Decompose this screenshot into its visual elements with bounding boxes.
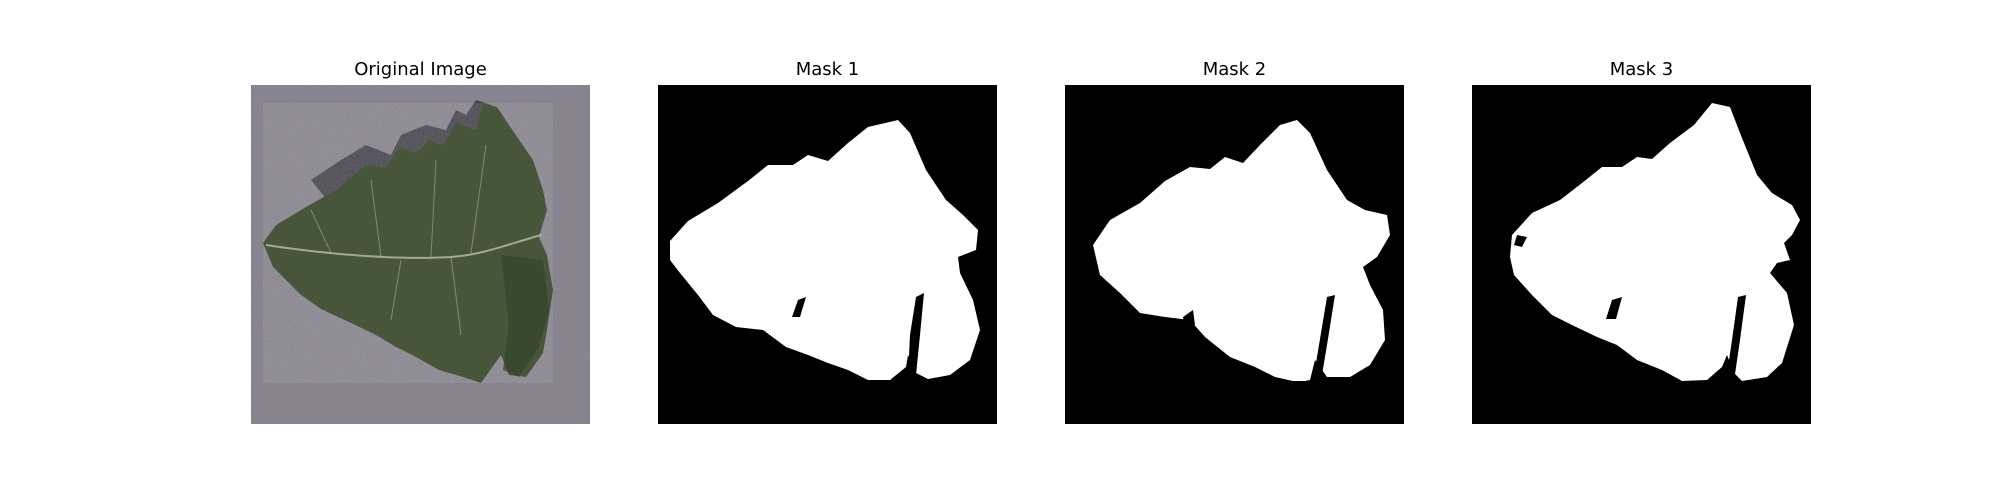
panel-title: Mask 1	[795, 59, 860, 80]
leaf-body	[263, 103, 553, 383]
mask-2-image	[1065, 85, 1404, 424]
panel-title: Mask 3	[1609, 59, 1674, 80]
mask-hole	[1606, 297, 1622, 319]
mask-1-image	[658, 85, 997, 424]
mask-foreground	[1093, 120, 1390, 381]
leaf-midrib	[265, 234, 542, 259]
leaf-dark-region	[501, 255, 549, 377]
mask-foreground	[670, 120, 980, 380]
mask-3-image	[1472, 85, 1811, 424]
panel-title: Mask 2	[1202, 59, 1267, 80]
mask-hole	[792, 297, 806, 317]
mask-hole	[908, 293, 924, 377]
mask-foreground	[1510, 103, 1800, 381]
mask-hole	[1726, 295, 1746, 381]
mask-speckle	[1183, 310, 1195, 327]
leaf-photo	[251, 85, 590, 424]
leaf-vein	[310, 144, 487, 336]
mask-hole	[1514, 235, 1527, 247]
mask-hole	[1313, 295, 1335, 381]
panel-title: Original Image	[354, 59, 487, 80]
